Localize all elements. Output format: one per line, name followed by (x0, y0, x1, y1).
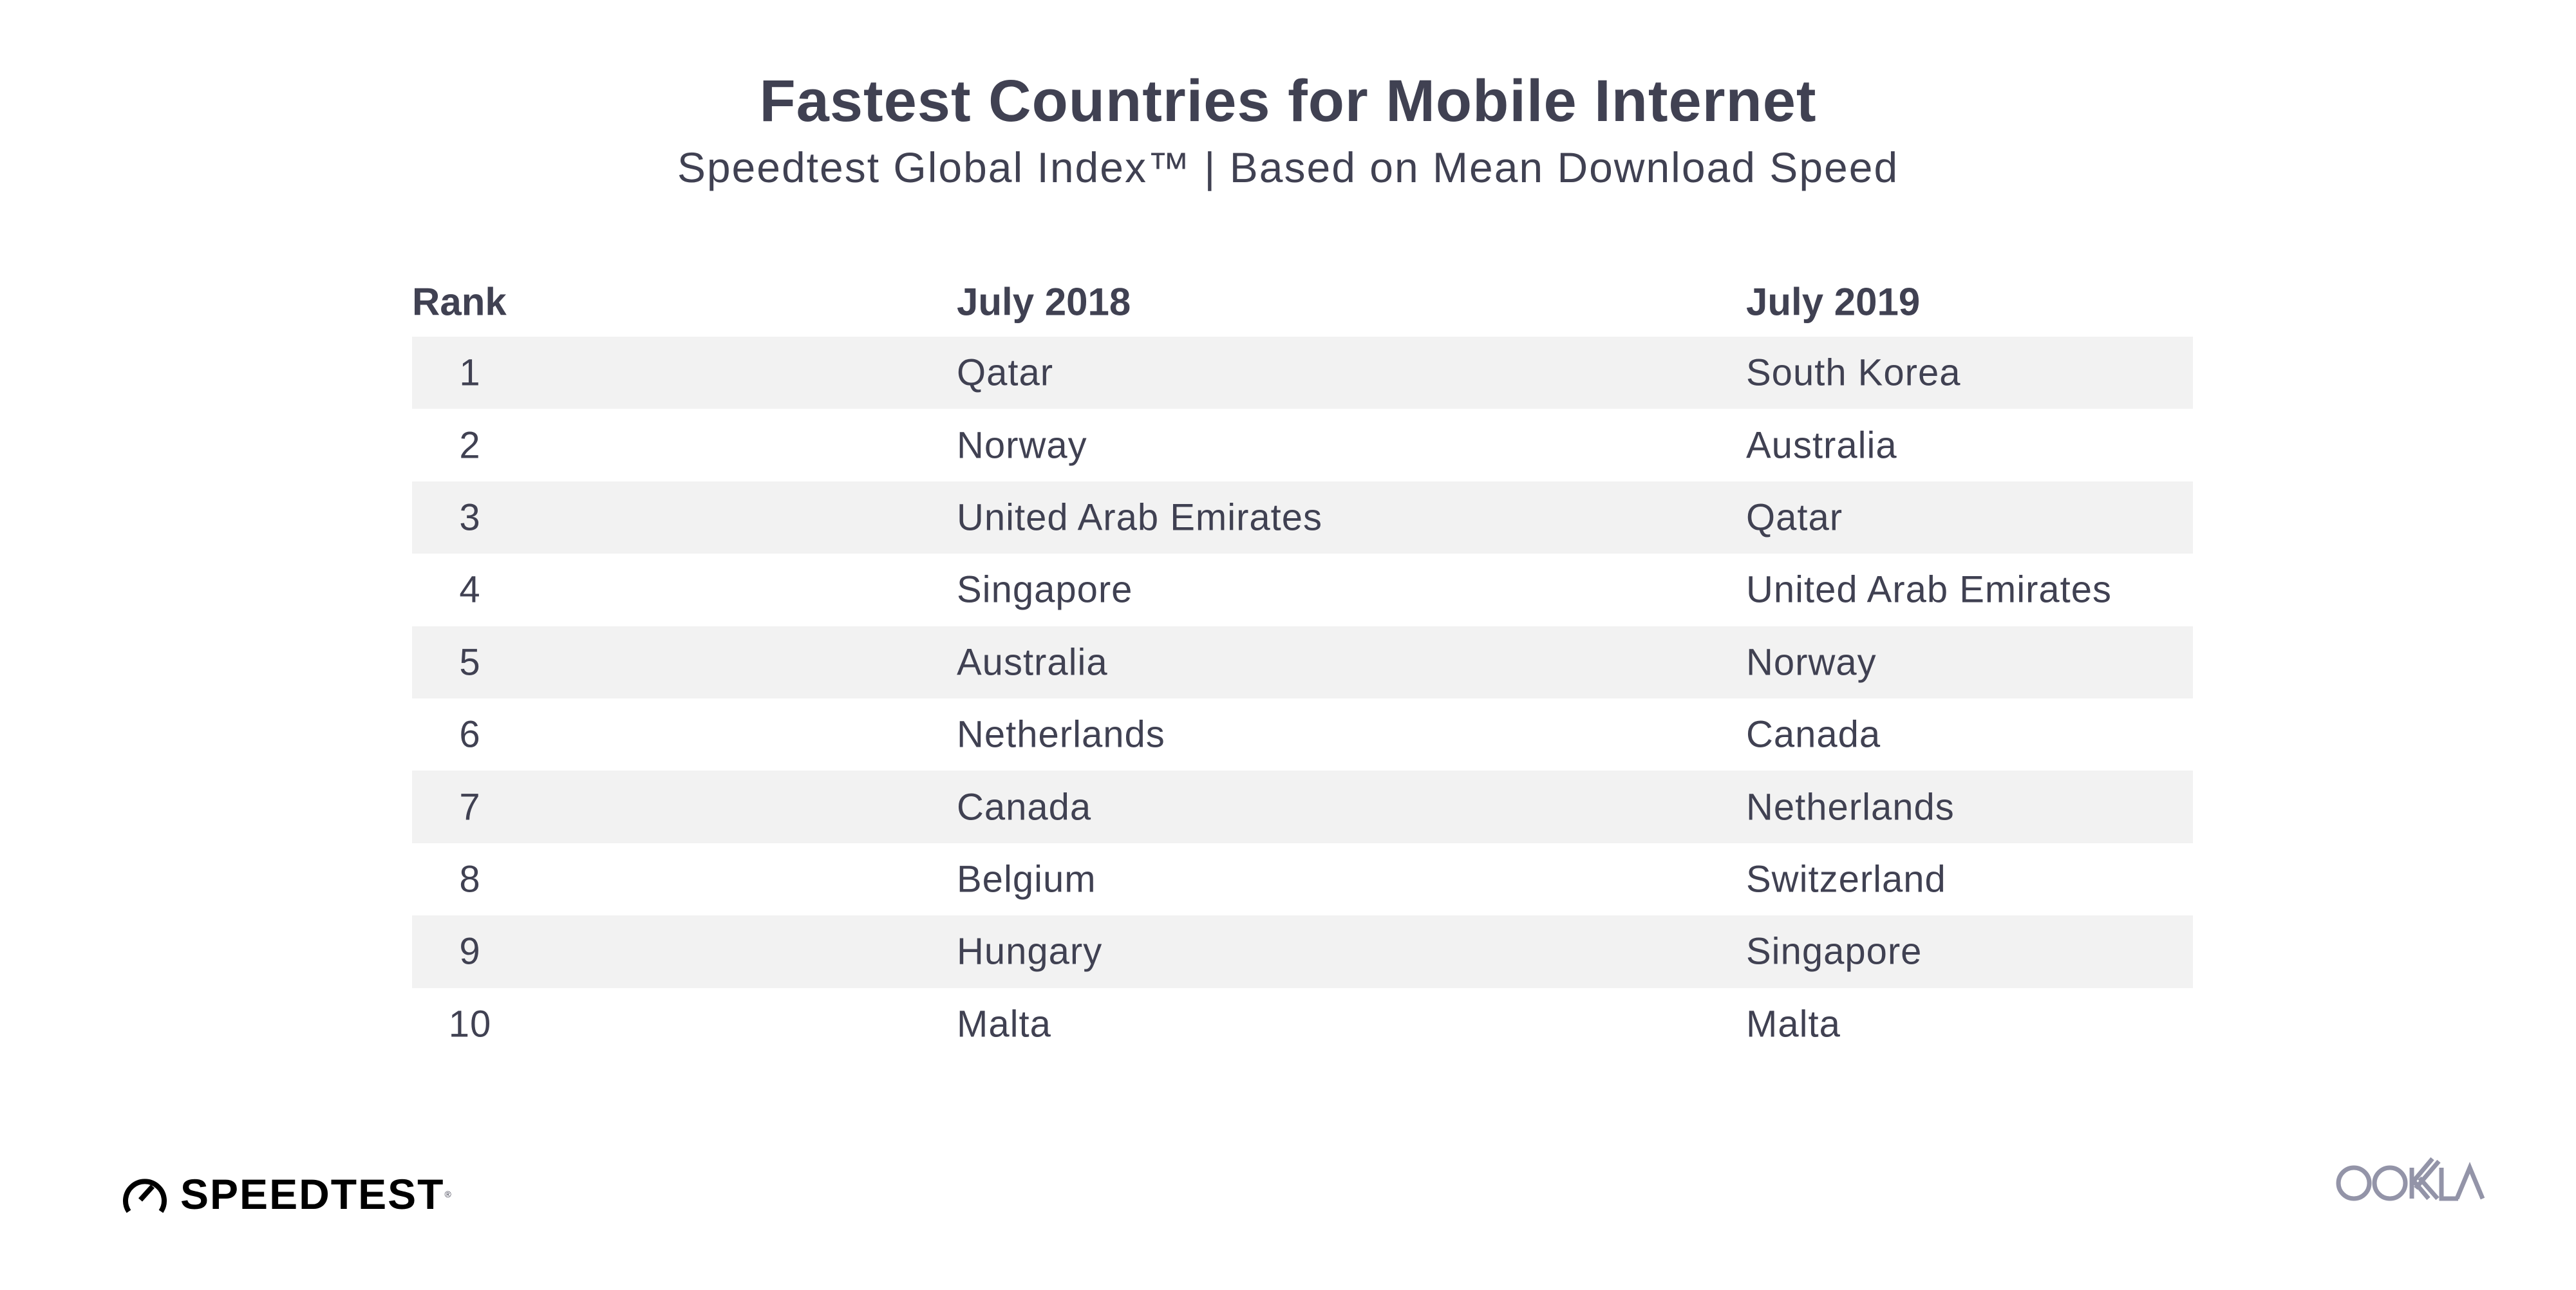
rank-cell: 7 (459, 786, 481, 828)
july-2018-cell: Norway (957, 424, 1087, 467)
july-2019-cell: Qatar (1746, 496, 1843, 539)
july-2018-cell: Australia (957, 641, 1108, 684)
table-row: 6 Netherlands Canada (412, 698, 2193, 771)
rank-cell: 8 (459, 858, 481, 901)
column-header-rank: Rank (412, 280, 507, 324)
page-subtitle: Speedtest Global Index™ | Based on Mean … (677, 144, 1899, 191)
column-header-2019: July 2019 (1746, 280, 1921, 324)
table-row: 10 Malta Malta (412, 988, 2193, 1060)
july-2019-cell: Netherlands (1746, 786, 1955, 828)
table-row: 8 Belgium Switzerland (412, 843, 2193, 915)
july-2018-cell: Netherlands (957, 713, 1165, 756)
speedometer-icon (123, 1179, 167, 1213)
july-2018-cell: United Arab Emirates (957, 496, 1323, 539)
table-row: 1 Qatar South Korea (412, 337, 2193, 409)
july-2018-cell: Qatar (957, 351, 1054, 394)
rank-cell: 10 (448, 1003, 492, 1045)
july-2019-cell: United Arab Emirates (1746, 568, 2112, 611)
ookla-logo (2336, 1152, 2490, 1207)
rankings-table: Rank July 2018 July 2019 1 Qatar South Kor… (412, 274, 2193, 1060)
rank-cell: 5 (459, 641, 481, 684)
july-2018-cell: Canada (957, 786, 1092, 828)
page-title: Fastest Countries for Mobile Internet (759, 68, 1817, 134)
july-2019-cell: South Korea (1746, 351, 1961, 394)
table-row: 9 Hungary Singapore (412, 915, 2193, 988)
table-row: 4 Singapore United Arab Emirates (412, 554, 2193, 626)
speedtest-wordmark: SPEEDTEST (180, 1170, 445, 1218)
july-2018-cell: Hungary (957, 930, 1103, 973)
rank-cell: 3 (459, 496, 481, 539)
july-2019-cell: Canada (1746, 713, 1881, 756)
table-row: 7 Canada Netherlands (412, 771, 2193, 843)
rank-cell: 1 (459, 351, 481, 394)
table-row: 3 United Arab Emirates Qatar (412, 481, 2193, 554)
table-row: 5 Australia Norway (412, 626, 2193, 698)
column-header-2018: July 2018 (957, 280, 1131, 324)
table-row: 2 Norway Australia (412, 409, 2193, 481)
july-2018-cell: Belgium (957, 858, 1096, 901)
july-2018-cell: Singapore (957, 568, 1133, 611)
speedtest-logo: SPEEDTEST ® (122, 1173, 451, 1215)
registered-mark: ® (444, 1189, 451, 1199)
july-2019-cell: Switzerland (1746, 858, 1946, 901)
ookla-wordmark-icon (2336, 1157, 2485, 1201)
rank-cell: 9 (459, 930, 481, 973)
rank-cell: 4 (459, 568, 481, 611)
table-header: Rank July 2018 July 2019 (412, 274, 2193, 337)
july-2019-cell: Norway (1746, 641, 1877, 684)
july-2019-cell: Singapore (1746, 930, 1923, 973)
rank-cell: 2 (459, 424, 481, 467)
july-2019-cell: Malta (1746, 1003, 1841, 1045)
july-2018-cell: Malta (957, 1003, 1051, 1045)
july-2019-cell: Australia (1746, 424, 1897, 467)
rank-cell: 6 (459, 713, 481, 756)
